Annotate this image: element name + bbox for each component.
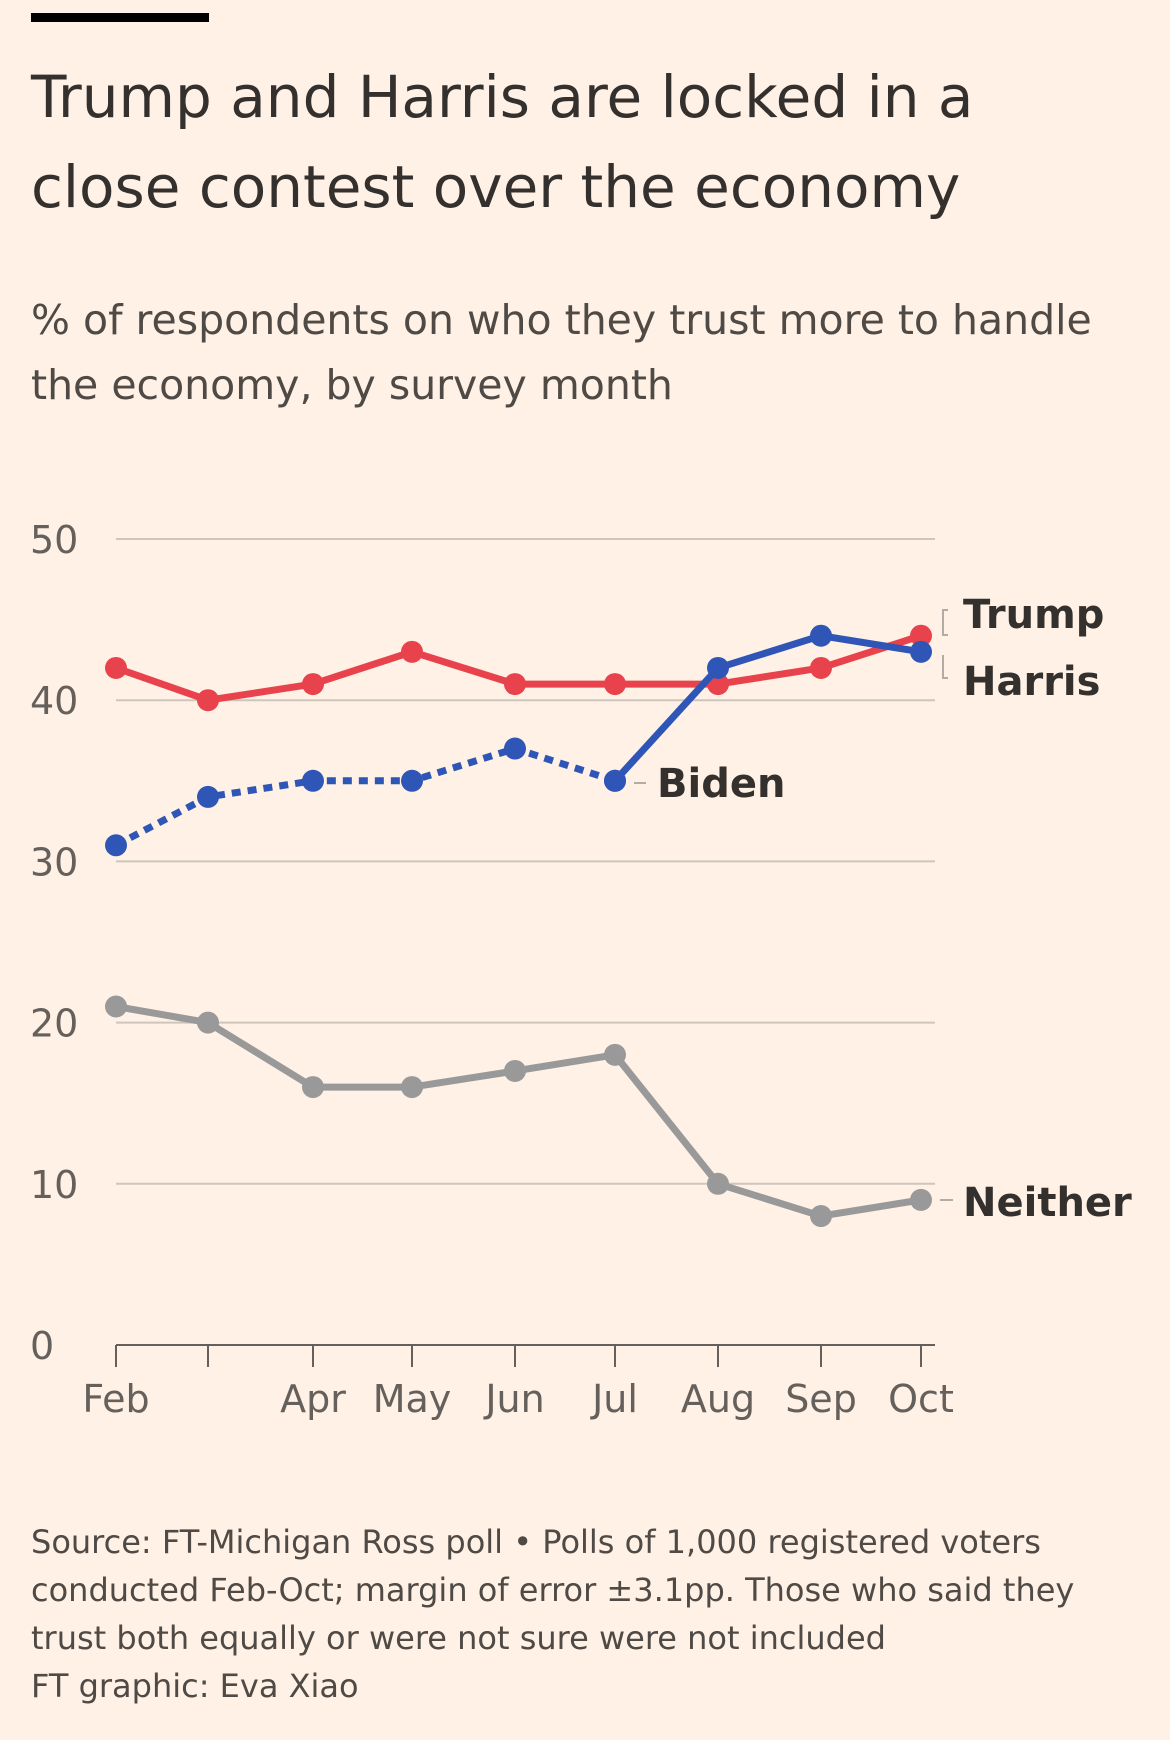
top-accent-bar bbox=[31, 13, 209, 22]
trump-point bbox=[105, 656, 127, 679]
trump-point bbox=[910, 624, 932, 647]
y-tick-label: 30 bbox=[30, 840, 78, 884]
neither-point bbox=[604, 1043, 626, 1066]
source-line: trust both equally or were not sure were… bbox=[31, 1619, 886, 1657]
neither-point bbox=[707, 1172, 729, 1195]
biden-line bbox=[114, 745, 617, 849]
trump-label: Trump bbox=[963, 592, 1104, 638]
biden-point bbox=[197, 785, 219, 808]
x-tick-label: Sep bbox=[785, 1377, 857, 1421]
neither-point bbox=[105, 995, 127, 1018]
harris-point bbox=[707, 656, 729, 679]
harris-point bbox=[910, 640, 932, 663]
x-tick-label: Apr bbox=[280, 1377, 346, 1421]
biden-label: Biden bbox=[657, 761, 785, 807]
x-tick-label: Jun bbox=[483, 1377, 544, 1421]
x-tick-label: Jul bbox=[590, 1377, 638, 1421]
y-tick-label: 40 bbox=[30, 679, 78, 723]
biden-point bbox=[401, 769, 423, 792]
chart-title: Trump and Harris are locked in a close c… bbox=[31, 63, 974, 221]
x-axis: Feb Apr May Jun Jul Aug Sep Oct bbox=[82, 1344, 954, 1421]
harris-line bbox=[612, 632, 922, 784]
source-note: Source: FT-Michigan Ross poll • Polls of… bbox=[31, 1518, 1141, 1710]
gridlines bbox=[116, 538, 935, 1185]
series-labels: Trump Harris Biden Neither bbox=[634, 592, 1132, 1226]
source-line: conducted Feb-Oct; margin of error ±3.1p… bbox=[31, 1571, 1075, 1609]
line-chart: 0 10 20 30 40 50 Feb Apr May Jun Jul Aug Sep Oct Tru… bbox=[30, 518, 1132, 1421]
y-tick-label: 20 bbox=[30, 1002, 78, 1046]
neither-point bbox=[197, 1011, 219, 1034]
chart-subtitle: % of respondents on who they trust more … bbox=[31, 296, 1092, 409]
y-tick-label: 0 bbox=[30, 1324, 54, 1368]
trump-point bbox=[504, 673, 526, 696]
neither-point bbox=[504, 1059, 526, 1082]
x-tick-label: Oct bbox=[888, 1377, 954, 1421]
trump-point bbox=[401, 640, 423, 663]
neither-point bbox=[302, 1076, 324, 1099]
y-tick-label: 50 bbox=[30, 518, 78, 562]
harris-label: Harris bbox=[963, 659, 1100, 705]
source-line: Source: FT-Michigan Ross poll • Polls of… bbox=[31, 1523, 1041, 1561]
biden-point bbox=[302, 769, 324, 792]
trump-point bbox=[810, 656, 832, 679]
trump-point bbox=[604, 673, 626, 696]
neither-point bbox=[810, 1205, 832, 1228]
series-lines bbox=[105, 624, 932, 1228]
neither-label: Neither bbox=[963, 1180, 1132, 1226]
x-tick-label: Feb bbox=[82, 1377, 149, 1421]
y-axis-ticks: 0 10 20 30 40 50 bbox=[30, 518, 78, 1368]
graphic-credit: FT graphic: Eva Xiao bbox=[31, 1667, 359, 1705]
trump-point bbox=[302, 673, 324, 696]
x-tick-label: May bbox=[373, 1377, 452, 1421]
trump-label-bracket bbox=[942, 609, 948, 636]
harris-label-bracket bbox=[942, 655, 948, 679]
neither-point bbox=[401, 1076, 423, 1099]
harris-point bbox=[810, 624, 832, 647]
trump-point bbox=[197, 689, 219, 712]
harris-point bbox=[604, 769, 626, 792]
biden-point bbox=[105, 834, 127, 857]
neither-point bbox=[910, 1188, 932, 1211]
biden-point bbox=[504, 737, 526, 760]
x-tick-label: Aug bbox=[681, 1377, 755, 1421]
y-tick-label: 10 bbox=[30, 1163, 78, 1207]
